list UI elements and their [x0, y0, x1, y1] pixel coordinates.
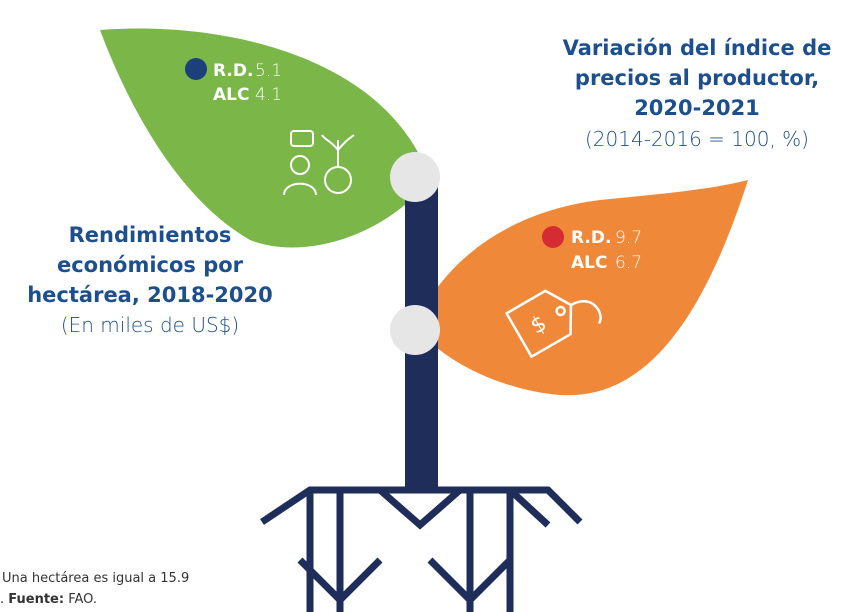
- heading: Rendimientos: [69, 223, 232, 247]
- row-label: ALC: [213, 85, 249, 105]
- rd-dot: [542, 226, 564, 248]
- row-label: R.D.: [571, 228, 611, 248]
- rd-dot: [185, 58, 207, 80]
- heading: económicos por: [57, 253, 244, 277]
- right-leaf: [415, 180, 748, 395]
- row-label: ALC: [571, 253, 607, 273]
- roots: [262, 490, 580, 612]
- source-label: Fuente:: [8, 592, 64, 607]
- subheading: (En miles de US$): [61, 313, 239, 337]
- subheading: (2014-2016 = 100, %): [585, 127, 809, 151]
- heading: Variación del índice de: [563, 36, 832, 60]
- heading: hectárea, 2018-2020: [27, 283, 273, 307]
- node: [390, 152, 440, 202]
- footnote: Una hectárea es igual a 15.9: [2, 571, 189, 586]
- row-label: R.D.: [213, 61, 253, 81]
- row-value: 5.1: [255, 61, 282, 81]
- heading: 2020-2021: [634, 96, 760, 120]
- heading: precios al productor,: [575, 66, 819, 90]
- row-value: 6.7: [615, 253, 642, 273]
- infographic: $ R.D. 5.1 ALC 4.1 R.D. 9.7 ALC 6.7 Rend…: [0, 0, 853, 612]
- row-value: 4.1: [255, 85, 282, 105]
- footnote-text: .: [0, 592, 4, 607]
- row-value: 9.7: [615, 228, 642, 248]
- source: FAO.: [68, 592, 97, 607]
- footnote: . Fuente: FAO.: [0, 592, 97, 607]
- node: [390, 305, 440, 355]
